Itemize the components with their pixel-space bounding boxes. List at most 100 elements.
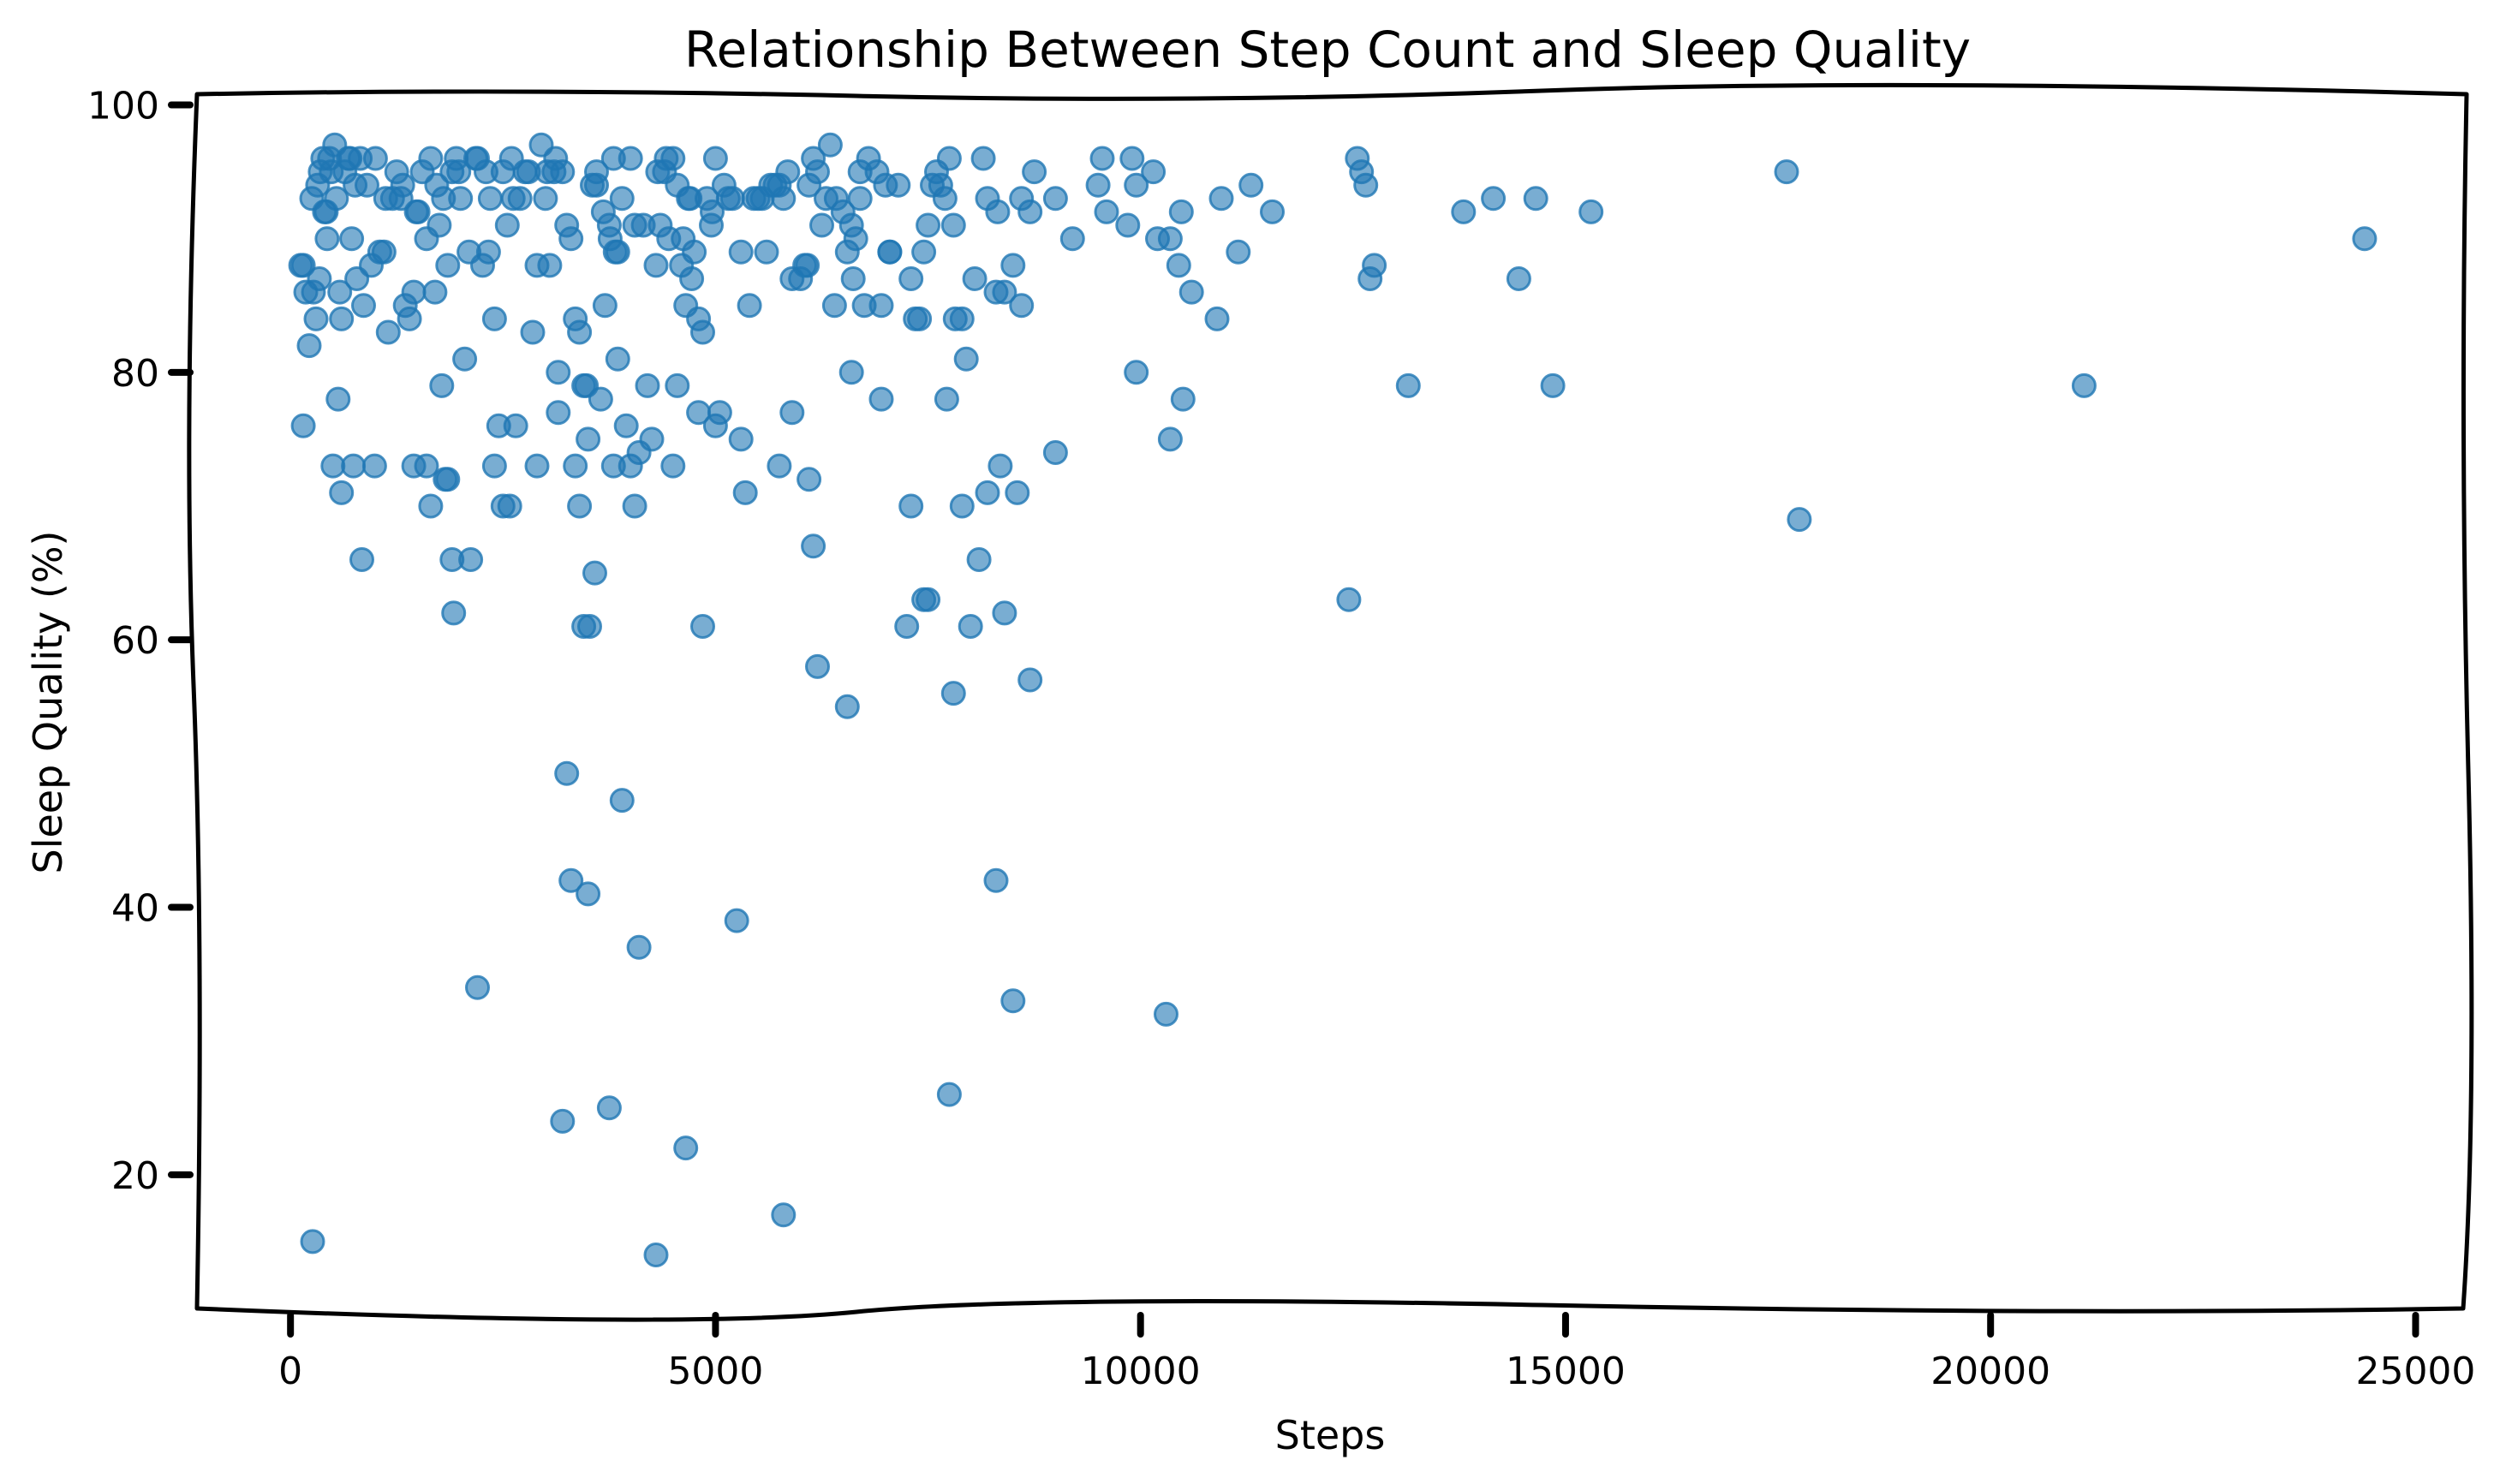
data-point [576,881,601,907]
data-point [613,413,639,438]
data-point [524,453,550,479]
data-point [1451,199,1477,224]
data-point [582,560,607,586]
data-point [313,199,339,224]
data-point [868,293,894,319]
data-point [329,306,355,331]
data-point [686,400,712,426]
data-point [728,239,754,265]
data-point [546,400,571,426]
data-point [868,386,894,412]
data-point [953,346,979,372]
data-point [602,239,628,265]
data-point [373,186,398,212]
data-point [1085,172,1111,198]
data-point [805,653,830,679]
data-point [427,212,452,238]
data-point [1042,440,1068,465]
x-axis-ticks: 0 5000 10000 15000 20000 25000 [278,1312,2475,1393]
data-point [690,319,715,345]
data-point [1166,253,1191,278]
data-point [500,186,526,212]
data-point [779,400,805,426]
y-tick-label: 60 [111,619,159,663]
data-point [574,372,600,398]
data-point [679,266,705,291]
data-point [567,493,593,519]
data-point [1141,159,1166,185]
data-point [987,453,1013,479]
data-point [435,467,461,492]
data-point [327,279,353,305]
data-point [609,788,635,814]
data-point [732,480,758,505]
data-point [558,867,584,893]
data-point [550,1108,576,1134]
data-point [877,239,903,265]
data-point [934,386,959,412]
data-point [838,360,864,385]
data-point [477,186,503,212]
data-point [635,372,660,398]
data-point [307,266,332,291]
data-point [940,212,966,238]
data-point [577,614,602,639]
data-point [497,493,522,519]
data-point [1578,199,1604,224]
data-point [465,974,490,1000]
data-point [1787,507,1812,533]
data-point [1336,587,1362,612]
data-point [609,186,635,212]
chart-title: Relationship Between Step Count and Slee… [684,21,1971,79]
data-point [362,146,388,171]
data-point [1059,226,1085,252]
data-point [343,172,368,198]
data-point [1506,266,1531,291]
data-point [418,146,444,171]
data-point [898,493,924,519]
data-point [361,453,387,479]
data-point [596,1095,622,1121]
data-point [1204,306,1230,331]
data-point [1540,372,1566,398]
data-point [1154,1001,1178,1027]
data-point [390,172,415,198]
data-point [475,239,501,265]
data-point [320,453,346,479]
data-point [942,306,968,331]
data-point [341,453,367,479]
data-point [1208,186,1234,212]
data-point [700,199,725,224]
data-point [1238,172,1264,198]
data-point [660,453,686,479]
data-point [676,186,701,212]
data-point [371,239,397,265]
data-point [673,1135,699,1161]
y-axis-label: Sleep Quality (%) [25,531,71,874]
y-tick-label: 40 [111,886,159,930]
data-point [303,306,329,331]
data-point [463,146,488,171]
data-point [300,1229,325,1255]
data-points [288,132,2378,1267]
data-point [898,266,924,291]
data-point [665,372,690,398]
data-point [1774,159,1799,185]
data-point [962,266,987,291]
data-point [928,172,953,198]
data-point [563,453,588,479]
data-point [554,760,580,786]
data-point [911,239,937,265]
data-point [715,186,741,212]
data-point [771,1202,797,1228]
data-point [767,453,792,479]
data-point [916,587,941,612]
y-tick-label: 80 [111,352,159,396]
data-point [940,681,966,706]
data-point [1353,172,1379,198]
data-point [1124,360,1149,385]
data-point [749,186,775,212]
data-point [1481,186,1507,212]
data-point [1157,426,1183,452]
data-point [339,226,365,252]
